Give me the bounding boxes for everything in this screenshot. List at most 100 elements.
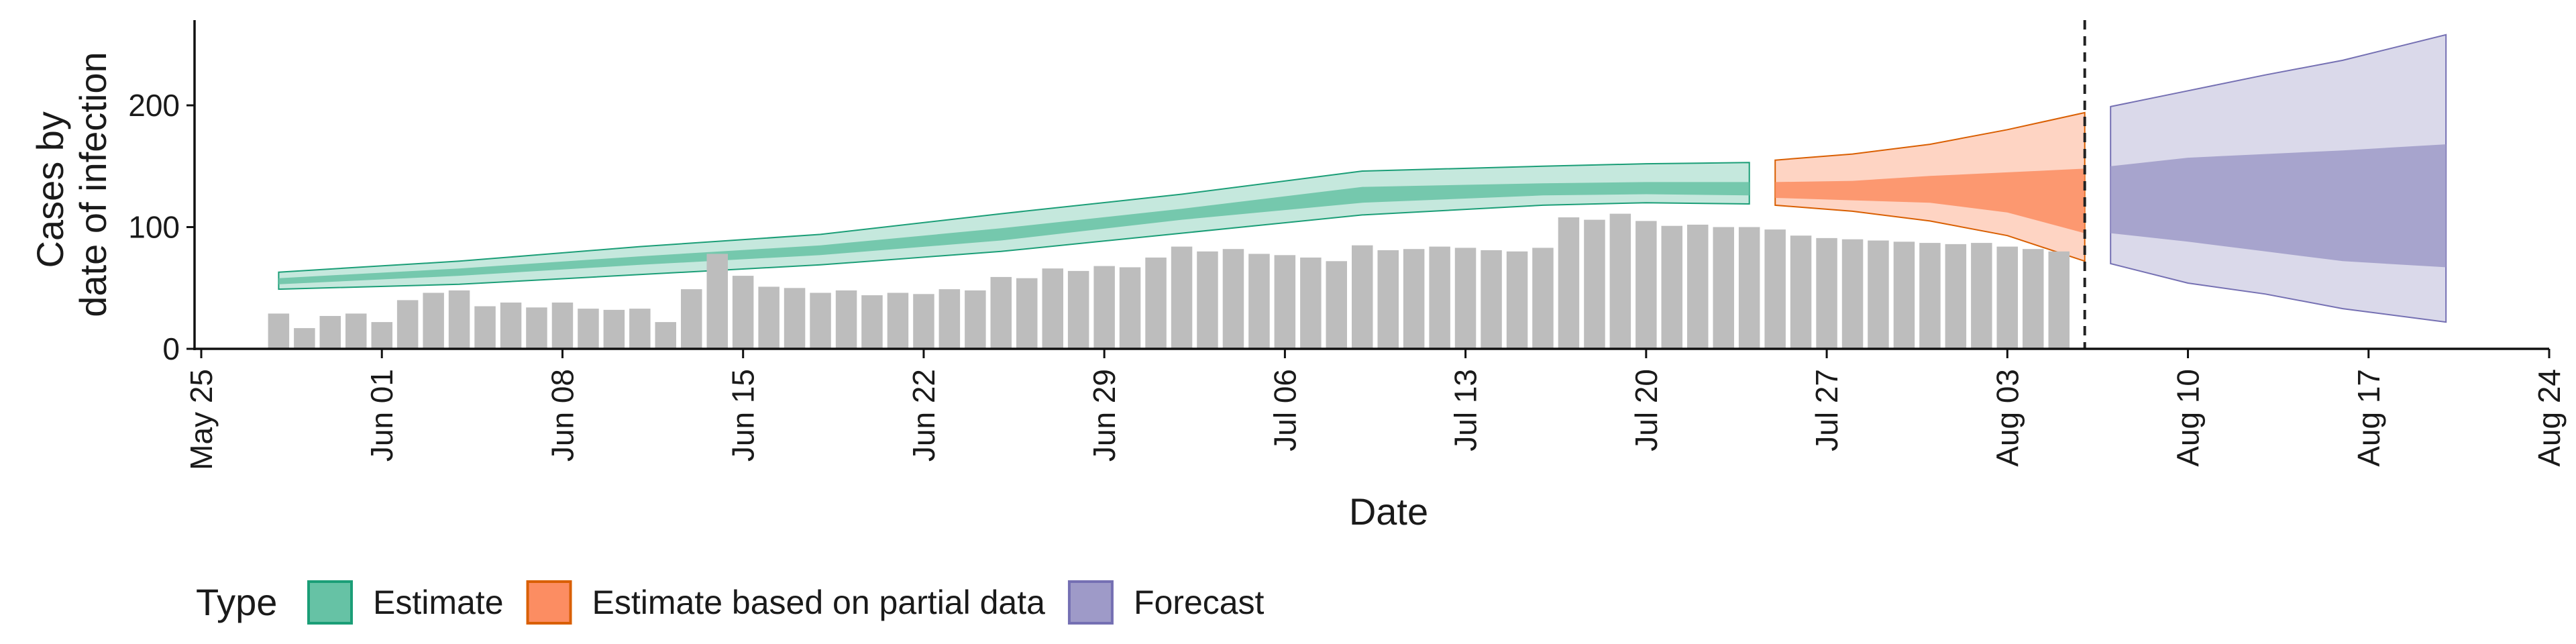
x-tick-label: Aug 03: [1990, 369, 2025, 467]
x-tick-label: Jun 22: [906, 369, 941, 462]
bar: [2048, 251, 2070, 349]
bar: [1841, 239, 1864, 349]
x-tick-label: May 25: [184, 369, 219, 470]
x-tick-label: Jun 08: [545, 369, 580, 462]
bar: [345, 313, 367, 349]
legend-key-0: [307, 580, 353, 625]
bar: [1454, 248, 1477, 349]
bar: [1403, 249, 1425, 349]
reported-cases-bars: [268, 213, 2070, 349]
y-axis-label-line-2: date of infection: [72, 52, 114, 317]
y-axis-label-line-1: Cases by: [29, 111, 71, 268]
bar: [784, 288, 806, 349]
bar: [1893, 241, 1915, 349]
bar: [1868, 240, 1889, 349]
y-tick-label: 0: [162, 331, 180, 366]
x-tick-label: Jun 29: [1087, 369, 1122, 462]
bar: [1067, 270, 1089, 349]
band-50-series-2: [2110, 144, 2447, 268]
bar: [1274, 255, 1296, 349]
bar: [835, 290, 857, 349]
x-tick-label: Jul 13: [1448, 369, 1483, 451]
x-tick-label: Jul 06: [1267, 369, 1302, 451]
bar: [1738, 227, 1760, 349]
bar: [1222, 249, 1244, 349]
bar: [706, 254, 728, 349]
bar: [1197, 251, 1218, 349]
bar: [1377, 250, 1399, 349]
bar: [1300, 257, 1322, 349]
bar: [1816, 237, 1837, 349]
bar: [396, 300, 419, 349]
bar: [319, 316, 341, 349]
bar: [423, 292, 444, 349]
legend-label: Estimate based on partial data: [592, 584, 1046, 621]
x-tick-label: Jul 20: [1629, 369, 1664, 451]
bar: [913, 294, 934, 349]
bar: [2023, 249, 2044, 349]
legend-label: Forecast: [1134, 584, 1265, 621]
bar: [1584, 219, 1605, 349]
bar: [990, 276, 1012, 349]
x-tick-label: Aug 10: [2171, 369, 2206, 467]
bar: [474, 306, 496, 349]
bar: [1971, 243, 1992, 349]
bar: [1996, 246, 2018, 349]
bar: [500, 303, 522, 349]
bar: [1713, 227, 1734, 349]
bar: [551, 303, 574, 349]
y-tick-label: 200: [128, 88, 180, 123]
y-axis-label: Cases by date of infection: [29, 52, 114, 317]
bar: [1609, 213, 1631, 349]
bar: [938, 289, 961, 349]
bar: [681, 289, 702, 349]
bar: [526, 307, 547, 349]
bar: [810, 292, 831, 349]
x-tick-label: Jun 15: [726, 369, 761, 462]
bar: [1093, 266, 1115, 349]
y-tick-label: 100: [128, 210, 180, 245]
legend-title: Type: [196, 581, 277, 623]
bar: [578, 309, 599, 349]
bar: [1352, 245, 1373, 349]
bar: [1687, 224, 1709, 349]
bar: [1248, 254, 1270, 349]
bar: [1635, 221, 1657, 349]
bar: [448, 290, 470, 349]
band-50-series-1: [1775, 168, 2085, 233]
bar: [887, 292, 909, 349]
x-axis-label: Date: [1349, 490, 1428, 533]
bar: [1790, 235, 1812, 349]
bar: [1016, 278, 1038, 349]
bar: [655, 322, 676, 349]
y-axis-ticks: 0 100 200: [128, 88, 195, 366]
band-50-series-0: [278, 182, 1750, 284]
bar: [861, 295, 883, 349]
legend-key-2: [1067, 580, 1114, 625]
legend-key-1: [526, 580, 572, 625]
bar: [732, 276, 754, 349]
x-tick-label: Jun 01: [364, 369, 399, 462]
bar: [603, 309, 625, 349]
bar: [1042, 268, 1063, 349]
bar: [371, 322, 392, 349]
estimate-bands: [278, 34, 2447, 323]
bar: [1481, 250, 1502, 349]
legend: Type Estimate Estimate based on partial d…: [196, 580, 1265, 625]
bar: [965, 290, 986, 349]
bar: [1119, 267, 1141, 349]
bar: [294, 328, 315, 349]
bar: [1532, 248, 1554, 349]
bar: [1558, 217, 1580, 349]
legend-label: Estimate: [373, 584, 504, 621]
x-axis-ticks: May 25 Jun 01 Jun 08 Jun 15 Jun 22 Jun 29 Jul …: [184, 349, 2567, 470]
bar: [1919, 243, 1941, 349]
x-tick-label: Aug 17: [2351, 369, 2386, 467]
bar: [268, 313, 290, 349]
bar: [758, 286, 780, 349]
bar: [1661, 225, 1682, 349]
bar: [1429, 246, 1450, 349]
axes: 0 100 200 May 25 Jun 01 Jun 08 Jun 15 Jun 22 Ju…: [128, 20, 2567, 470]
x-tick-label: Jul 27: [1809, 369, 1844, 451]
